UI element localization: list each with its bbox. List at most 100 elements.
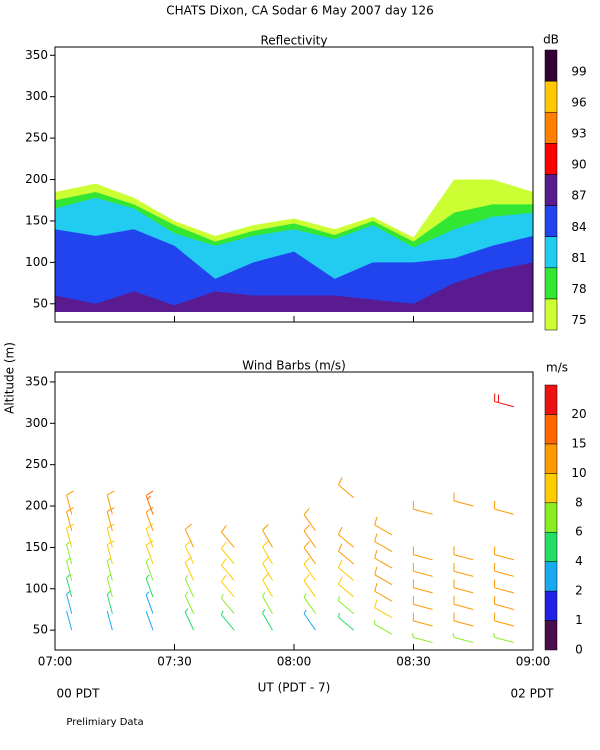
x-tick-label: 09:00 xyxy=(516,655,551,669)
wind-barb xyxy=(337,526,355,548)
wind-barb xyxy=(337,596,355,614)
y-tick-label: 50 xyxy=(33,296,48,310)
colorbar-label: 87 xyxy=(571,189,586,203)
wind-barb xyxy=(303,574,316,598)
wind-barb xyxy=(453,596,474,610)
contour-band xyxy=(55,229,533,313)
wind-barb xyxy=(145,507,154,532)
colorbar-segment xyxy=(544,143,558,175)
wind-barb xyxy=(452,632,474,644)
y-tick-label: 200 xyxy=(25,172,48,186)
y-tick-label: 150 xyxy=(25,213,48,227)
panel-title: Wind Barbs (m/s) xyxy=(242,359,346,373)
x-tick-label: 07:30 xyxy=(157,655,192,669)
colorbar-label: 90 xyxy=(571,158,586,172)
colorbar-unit: dB xyxy=(543,33,559,47)
wind-barb xyxy=(412,562,433,577)
y-tick-label: 300 xyxy=(25,416,48,430)
wind-barb xyxy=(412,612,433,627)
wind-barb xyxy=(66,541,73,565)
wind-barb xyxy=(145,611,154,631)
colorbar-segment xyxy=(544,620,558,651)
chart-title: CHATS Dixon, CA Sodar 6 May 2007 day 126 xyxy=(166,4,434,18)
wind-barb xyxy=(66,557,73,581)
colorbar-label: 81 xyxy=(571,251,586,265)
wind-barb xyxy=(494,596,515,610)
wind-barb xyxy=(106,610,113,631)
wind-barb xyxy=(494,579,515,594)
y-tick-label: 350 xyxy=(25,48,48,62)
colorbar-segment xyxy=(544,267,558,300)
colorbar-label: 2 xyxy=(575,584,583,598)
wind-barb xyxy=(145,490,154,515)
wind-barb xyxy=(412,546,433,561)
colorbar-unit: m/s xyxy=(546,361,568,375)
wind-barb xyxy=(453,492,474,507)
y-axis-label: Altitude (m) xyxy=(3,342,17,414)
colorbar-label: 75 xyxy=(571,313,586,327)
wind-barb xyxy=(66,574,73,598)
wind-barb xyxy=(337,543,355,565)
wind-barb xyxy=(145,574,154,598)
colorbar-label: 1 xyxy=(575,613,583,627)
colorbar-segment xyxy=(544,590,558,621)
wind-barb xyxy=(303,524,316,548)
wind-barb xyxy=(220,574,235,598)
wind-barb xyxy=(374,533,393,552)
y-tick-label: 250 xyxy=(25,131,48,145)
note: Prelimiary Data xyxy=(66,717,143,728)
wind-barb xyxy=(453,579,474,594)
colorbar-label: 93 xyxy=(571,127,586,141)
wind-barb xyxy=(374,583,393,602)
wind-barb xyxy=(106,574,113,598)
wind-barb xyxy=(145,591,154,614)
wind-barb xyxy=(184,575,195,598)
wind-barb xyxy=(337,477,355,499)
wind-barb xyxy=(337,612,355,631)
wind-barb xyxy=(412,500,433,515)
colorbar-label: 20 xyxy=(571,407,586,421)
x-tick-label: 07:00 xyxy=(38,655,73,669)
y-tick-label: 300 xyxy=(25,89,48,103)
colorbar-segment xyxy=(544,49,558,82)
wind-barb xyxy=(493,632,515,644)
wind-barb xyxy=(412,579,433,594)
wind-barb xyxy=(145,540,154,565)
colorbar-segment xyxy=(544,414,558,445)
wind-barb xyxy=(453,546,474,561)
wind-barb xyxy=(262,523,273,548)
wind-barb xyxy=(106,490,115,515)
colorbar-label: 10 xyxy=(571,466,586,480)
y-tick-label: 100 xyxy=(25,581,48,595)
wind-barb xyxy=(220,525,235,548)
wind-barb xyxy=(494,500,515,515)
wind-barb xyxy=(262,557,273,581)
colorbar-label: 99 xyxy=(571,64,586,78)
colorbar-segment xyxy=(544,531,558,562)
y-tick-label: 150 xyxy=(25,540,48,554)
colorbar-segment xyxy=(544,561,558,592)
wind-barb xyxy=(66,490,75,515)
colorbar-label: 0 xyxy=(575,643,583,657)
y-tick-label: 200 xyxy=(25,499,48,513)
wind-barb xyxy=(220,593,235,614)
colorbar-label: 6 xyxy=(575,525,583,539)
wind-barb xyxy=(220,541,235,565)
wind-barb xyxy=(494,546,515,561)
wind-barb xyxy=(494,393,515,408)
x-axis-label: UT (PDT - 7) xyxy=(258,681,331,695)
panel-title: Reflectivity xyxy=(260,34,327,48)
plot-frame xyxy=(54,371,534,651)
wind-barb xyxy=(303,593,316,614)
colorbar-segment xyxy=(544,384,558,415)
colorbar-segment xyxy=(544,236,558,269)
wind-barb xyxy=(374,516,393,536)
wind-barb xyxy=(106,557,113,581)
wind-barb xyxy=(220,610,235,631)
y-tick-label: 350 xyxy=(25,374,48,388)
wind-barb xyxy=(145,558,154,581)
contour-band xyxy=(55,262,533,313)
y-tick-label: 100 xyxy=(25,255,48,269)
colorbar-segment xyxy=(544,502,558,533)
wind-barb xyxy=(337,576,355,598)
